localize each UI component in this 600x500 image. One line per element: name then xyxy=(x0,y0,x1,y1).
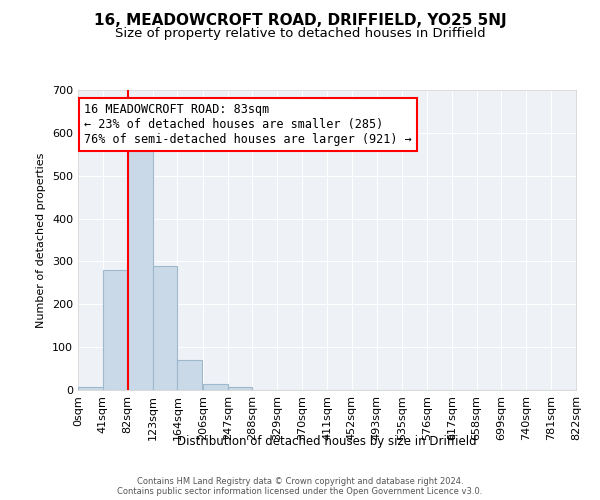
Text: 16, MEADOWCROFT ROAD, DRIFFIELD, YO25 5NJ: 16, MEADOWCROFT ROAD, DRIFFIELD, YO25 5N… xyxy=(94,12,506,28)
Text: Distribution of detached houses by size in Driffield: Distribution of detached houses by size … xyxy=(177,435,477,448)
Text: 16 MEADOWCROFT ROAD: 83sqm
← 23% of detached houses are smaller (285)
76% of sem: 16 MEADOWCROFT ROAD: 83sqm ← 23% of deta… xyxy=(84,103,412,146)
Bar xyxy=(78,386,103,390)
Bar xyxy=(152,266,178,390)
Y-axis label: Number of detached properties: Number of detached properties xyxy=(37,152,46,328)
Text: Size of property relative to detached houses in Driffield: Size of property relative to detached ho… xyxy=(115,28,485,40)
Bar xyxy=(178,360,202,390)
Text: Contains HM Land Registry data © Crown copyright and database right 2024.: Contains HM Land Registry data © Crown c… xyxy=(137,478,463,486)
Bar xyxy=(203,384,227,390)
Bar xyxy=(103,270,128,390)
Bar xyxy=(128,150,152,390)
Bar xyxy=(227,386,253,390)
Text: Contains public sector information licensed under the Open Government Licence v3: Contains public sector information licen… xyxy=(118,488,482,496)
